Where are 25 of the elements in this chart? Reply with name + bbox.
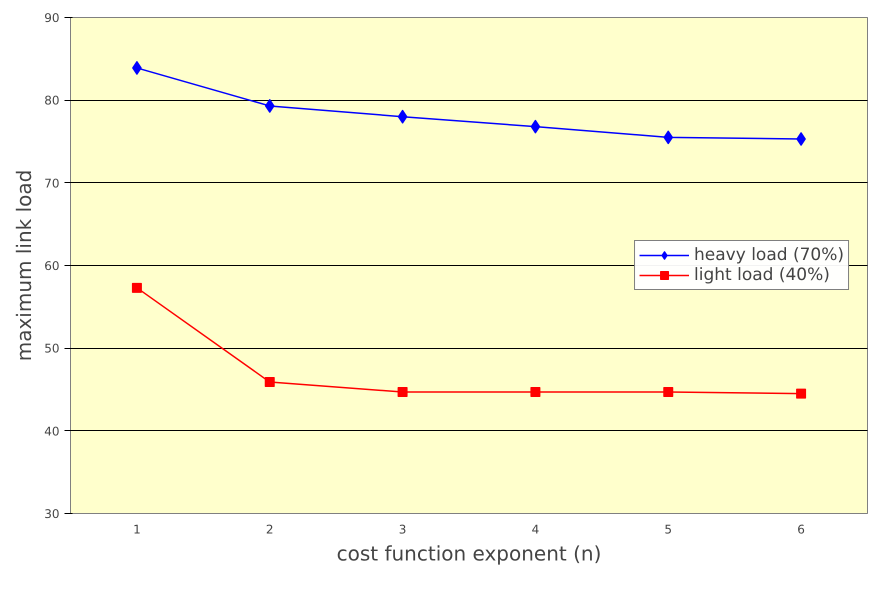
x-axis-title: cost function exponent (n)	[336, 542, 602, 566]
legend-label: heavy load (70%)	[694, 245, 844, 265]
y-axis-title: maximum link load	[12, 170, 36, 362]
point	[264, 377, 275, 388]
y-tick-label: 50	[44, 342, 60, 356]
point	[132, 282, 142, 293]
y-tick-label: 60	[44, 259, 60, 273]
legend-label: light load (40%)	[694, 265, 830, 285]
y-tick-label: 80	[44, 94, 60, 108]
point	[530, 386, 540, 397]
x-tick-label: 2	[266, 522, 274, 536]
y-tick-label: 30	[44, 507, 60, 521]
x-tick-label: 6	[797, 522, 805, 536]
x-tick-label: 4	[532, 522, 540, 536]
point	[398, 386, 408, 397]
point	[663, 130, 674, 144]
point	[796, 388, 806, 399]
y-tick-label: 40	[44, 424, 60, 438]
point	[264, 98, 275, 113]
x-tick-label: 1	[133, 522, 141, 536]
y-tick-label: 70	[44, 176, 60, 190]
x-tick-label: 3	[398, 522, 406, 536]
x-tick-label: 5	[664, 522, 672, 536]
y-tick-label: 90	[44, 11, 60, 25]
point	[663, 386, 674, 397]
